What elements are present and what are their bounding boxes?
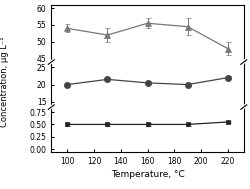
X-axis label: Temperature, °C: Temperature, °C — [110, 170, 184, 179]
Text: Concentration, µg L⁻¹: Concentration, µg L⁻¹ — [0, 36, 10, 127]
